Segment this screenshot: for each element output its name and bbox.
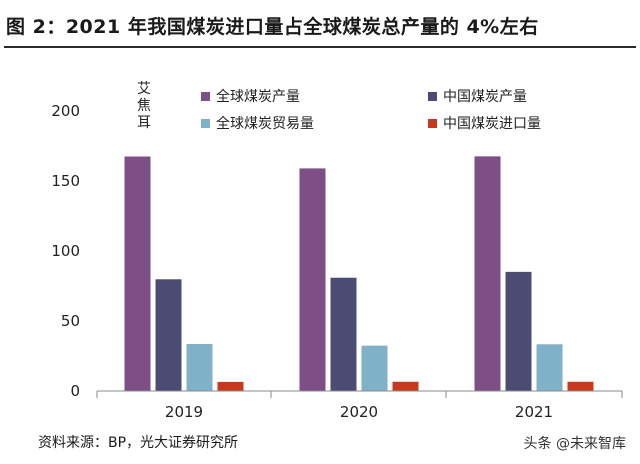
bars-group xyxy=(124,156,594,391)
chart-title: 图 2：2021 年我国煤炭进口量占全球煤炭总产量的 4%左右 xyxy=(6,16,539,38)
y-axis-ticks: 0 50 100 150 200 xyxy=(51,102,80,400)
bar-2021-series-2 xyxy=(536,344,563,391)
bar-2020-series-0 xyxy=(299,168,326,391)
x-axis-ticks: 2019 2020 2021 xyxy=(96,391,623,420)
y-tick-label: 150 xyxy=(51,172,80,190)
y-tick-label: 200 xyxy=(51,102,80,120)
bar-2019-series-1 xyxy=(155,279,182,391)
legend-swatch xyxy=(428,119,437,128)
y-axis-label-char: 艾 xyxy=(137,81,151,97)
source-note: 资料来源：BP，光大证券研究所 xyxy=(38,435,239,451)
y-axis-label-char: 焦 xyxy=(137,98,151,114)
legend-swatch xyxy=(201,92,210,101)
bar-2019-series-3 xyxy=(217,381,244,391)
bar-2021-series-0 xyxy=(474,156,501,391)
bar-2020-series-2 xyxy=(361,345,388,391)
watermark: 头条 @未来智库 xyxy=(523,436,626,452)
bar-2021-series-1 xyxy=(505,271,532,391)
y-tick-label: 100 xyxy=(51,242,80,260)
legend-swatch xyxy=(428,92,437,101)
x-tick-label: 2021 xyxy=(515,403,553,420)
x-tick-label: 2020 xyxy=(340,403,378,420)
bar-2020-series-1 xyxy=(330,277,357,391)
title-divider xyxy=(4,46,636,48)
bar-2020-series-3 xyxy=(392,381,419,391)
legend-label: 全球煤炭产量 xyxy=(216,88,300,105)
legend-label: 全球煤炭贸易量 xyxy=(216,115,314,132)
y-tick-label: 50 xyxy=(61,312,80,330)
y-axis-unit-label: 艾焦耳 xyxy=(137,81,151,131)
legend-label: 中国煤炭产量 xyxy=(443,89,527,105)
bar-2019-series-0 xyxy=(124,156,151,391)
y-tick-label: 0 xyxy=(70,382,80,400)
bar-2021-series-3 xyxy=(567,381,594,391)
bar-2019-series-2 xyxy=(186,343,213,391)
legend-label: 中国煤炭进口量 xyxy=(443,116,541,132)
legend-swatch xyxy=(201,119,210,128)
y-axis-label-char: 耳 xyxy=(137,115,151,131)
x-tick-label: 2019 xyxy=(165,403,203,420)
